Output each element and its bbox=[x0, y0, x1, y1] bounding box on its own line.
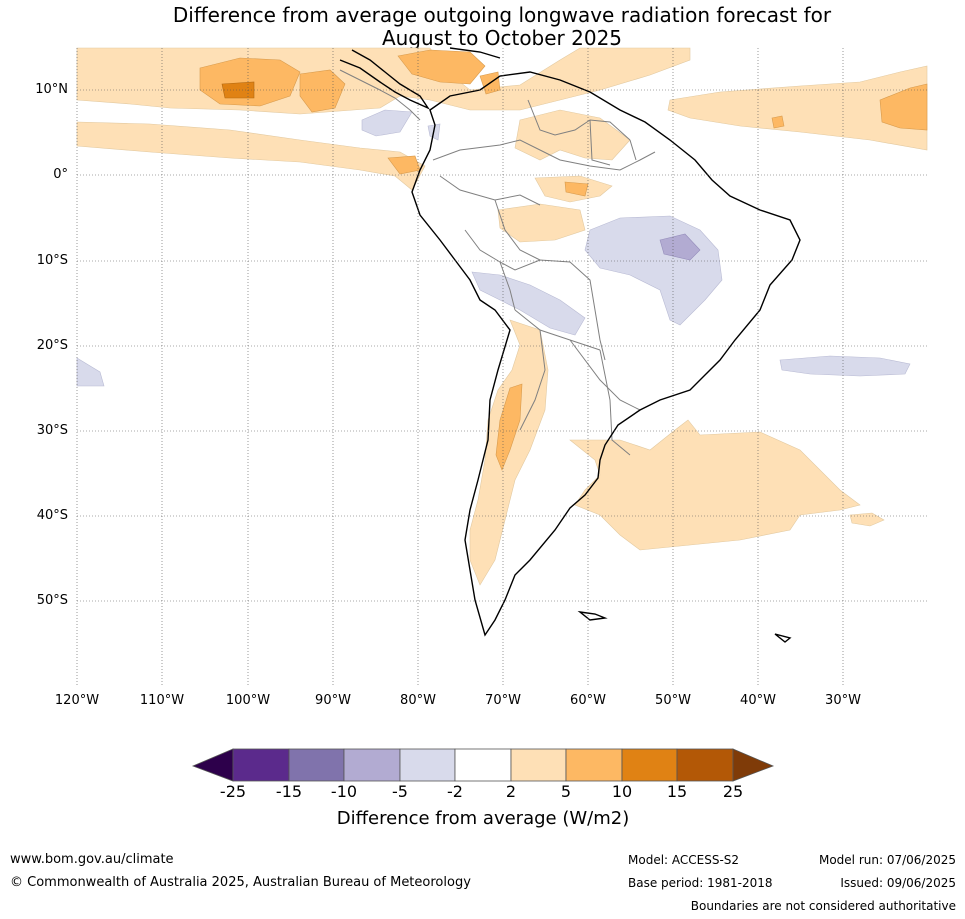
lon-label-110w: 110°W bbox=[139, 693, 185, 708]
anomaly-area-brazil-negative bbox=[584, 215, 723, 326]
lat-label-10s: 10°S bbox=[36, 253, 68, 268]
colorbar-tick: -5 bbox=[392, 782, 408, 801]
anomaly-area-guianas bbox=[514, 109, 631, 161]
lon-label-30w: 30°W bbox=[825, 693, 861, 708]
anomaly-area-eastern-pacific-negative bbox=[361, 109, 413, 137]
lat-label-10n: 10°N bbox=[35, 82, 68, 97]
colorbar-tick: 5 bbox=[560, 782, 572, 801]
anomaly-area-brazil-negative-core bbox=[659, 233, 701, 261]
lon-label-70w: 70°W bbox=[485, 693, 521, 708]
lon-label-100w: 100°W bbox=[225, 693, 271, 708]
colorbar-bin-8 bbox=[621, 748, 678, 782]
colorbar-bin-4 bbox=[399, 748, 456, 782]
anomaly-area-atlantic-negative bbox=[779, 355, 911, 377]
anomaly-area-pacific-negative bbox=[76, 357, 105, 387]
colorbar-title: Difference from average (W/m2) bbox=[336, 808, 630, 829]
anomaly-area-pacific-strong bbox=[221, 81, 255, 99]
model-text: Model: ACCESS-S2 bbox=[628, 853, 740, 867]
colorbar-extend-max bbox=[732, 748, 775, 782]
colorbar-tick: 15 bbox=[666, 782, 688, 801]
colorbar-bin-2 bbox=[288, 748, 345, 782]
map-title-line-1: Difference from average outgoing longwav… bbox=[172, 3, 832, 27]
colorbar-tick: -15 bbox=[275, 782, 303, 801]
anomaly-area-central-america-coast bbox=[397, 49, 486, 85]
lat-label-40s: 40°S bbox=[36, 508, 68, 523]
caribbean-islands-coastline bbox=[449, 47, 501, 59]
lon-label-50w: 50°W bbox=[655, 693, 691, 708]
lat-label-20s: 20°S bbox=[36, 338, 68, 353]
anomaly-area-south-atlantic bbox=[569, 419, 861, 551]
anomaly-area-atlantic-tropical bbox=[667, 65, 928, 151]
south-america-coastline bbox=[411, 71, 801, 637]
disclaimer-text: Boundaries are not considered authoritat… bbox=[690, 899, 956, 913]
model-run-text: Model run: 07/06/2025 bbox=[818, 853, 956, 867]
central-america-coastline bbox=[339, 49, 430, 110]
website-link[interactable]: www.bom.gov.au/climate bbox=[10, 852, 174, 867]
colorbar-bin-7 bbox=[565, 748, 623, 782]
lon-label-120w: 120°W bbox=[54, 693, 100, 708]
anomaly-area-western-amazon bbox=[497, 203, 586, 243]
anomaly-area-atlantic-dot bbox=[771, 115, 785, 129]
graticule bbox=[76, 48, 927, 685]
anomaly-area-south-atlantic-islet bbox=[849, 512, 885, 527]
colorbar-bin-1 bbox=[232, 748, 290, 782]
lon-label-40w: 40°W bbox=[740, 693, 776, 708]
anomaly-area-amazon-dot bbox=[564, 181, 589, 197]
colorbar-bin-3 bbox=[343, 748, 401, 782]
colorbar-bin-6 bbox=[510, 748, 567, 782]
lon-label-60w: 60°W bbox=[570, 693, 606, 708]
colorbar-bin-5 bbox=[454, 748, 512, 782]
colorbar bbox=[191, 748, 775, 782]
lon-label-90w: 90°W bbox=[315, 693, 351, 708]
anomaly-area-north-pacific-band bbox=[76, 47, 691, 115]
lat-label-50s: 50°S bbox=[36, 593, 68, 608]
south-georgia-coastline bbox=[774, 633, 792, 643]
lon-label-80w: 80°W bbox=[400, 693, 436, 708]
map-title: Difference from average outgoing longwav… bbox=[77, 4, 927, 50]
copyright-text: © Commonwealth of Australia 2025, Austra… bbox=[10, 875, 471, 890]
colorbar-tick: -10 bbox=[330, 782, 358, 801]
map-title-line-2: August to October 2025 bbox=[381, 26, 623, 50]
falklands-coastline bbox=[577, 610, 608, 621]
colorbar-tick: 2 bbox=[505, 782, 517, 801]
lat-label-30s: 30°S bbox=[36, 423, 68, 438]
colorbar-tick: -2 bbox=[447, 782, 463, 801]
anomaly-area-andes-core bbox=[495, 383, 523, 471]
anomaly-area-pacific-blob-2 bbox=[299, 69, 346, 113]
colorbar-extend-min bbox=[191, 748, 234, 782]
lat-label-0: 0° bbox=[53, 167, 68, 182]
anomaly-area-bolivia-negative bbox=[471, 271, 586, 336]
anomaly-area-atlantic-east bbox=[879, 83, 928, 131]
colorbar-tick: -25 bbox=[219, 782, 247, 801]
colorbar-bin-9 bbox=[676, 748, 734, 782]
anomaly-shading bbox=[76, 47, 928, 586]
issued-text: Issued: 09/06/2025 bbox=[840, 876, 956, 890]
coastlines bbox=[339, 47, 801, 643]
colorbar-tick: 10 bbox=[611, 782, 633, 801]
base-period-text: Base period: 1981-2018 bbox=[628, 876, 773, 890]
colorbar-tick: 25 bbox=[722, 782, 744, 801]
